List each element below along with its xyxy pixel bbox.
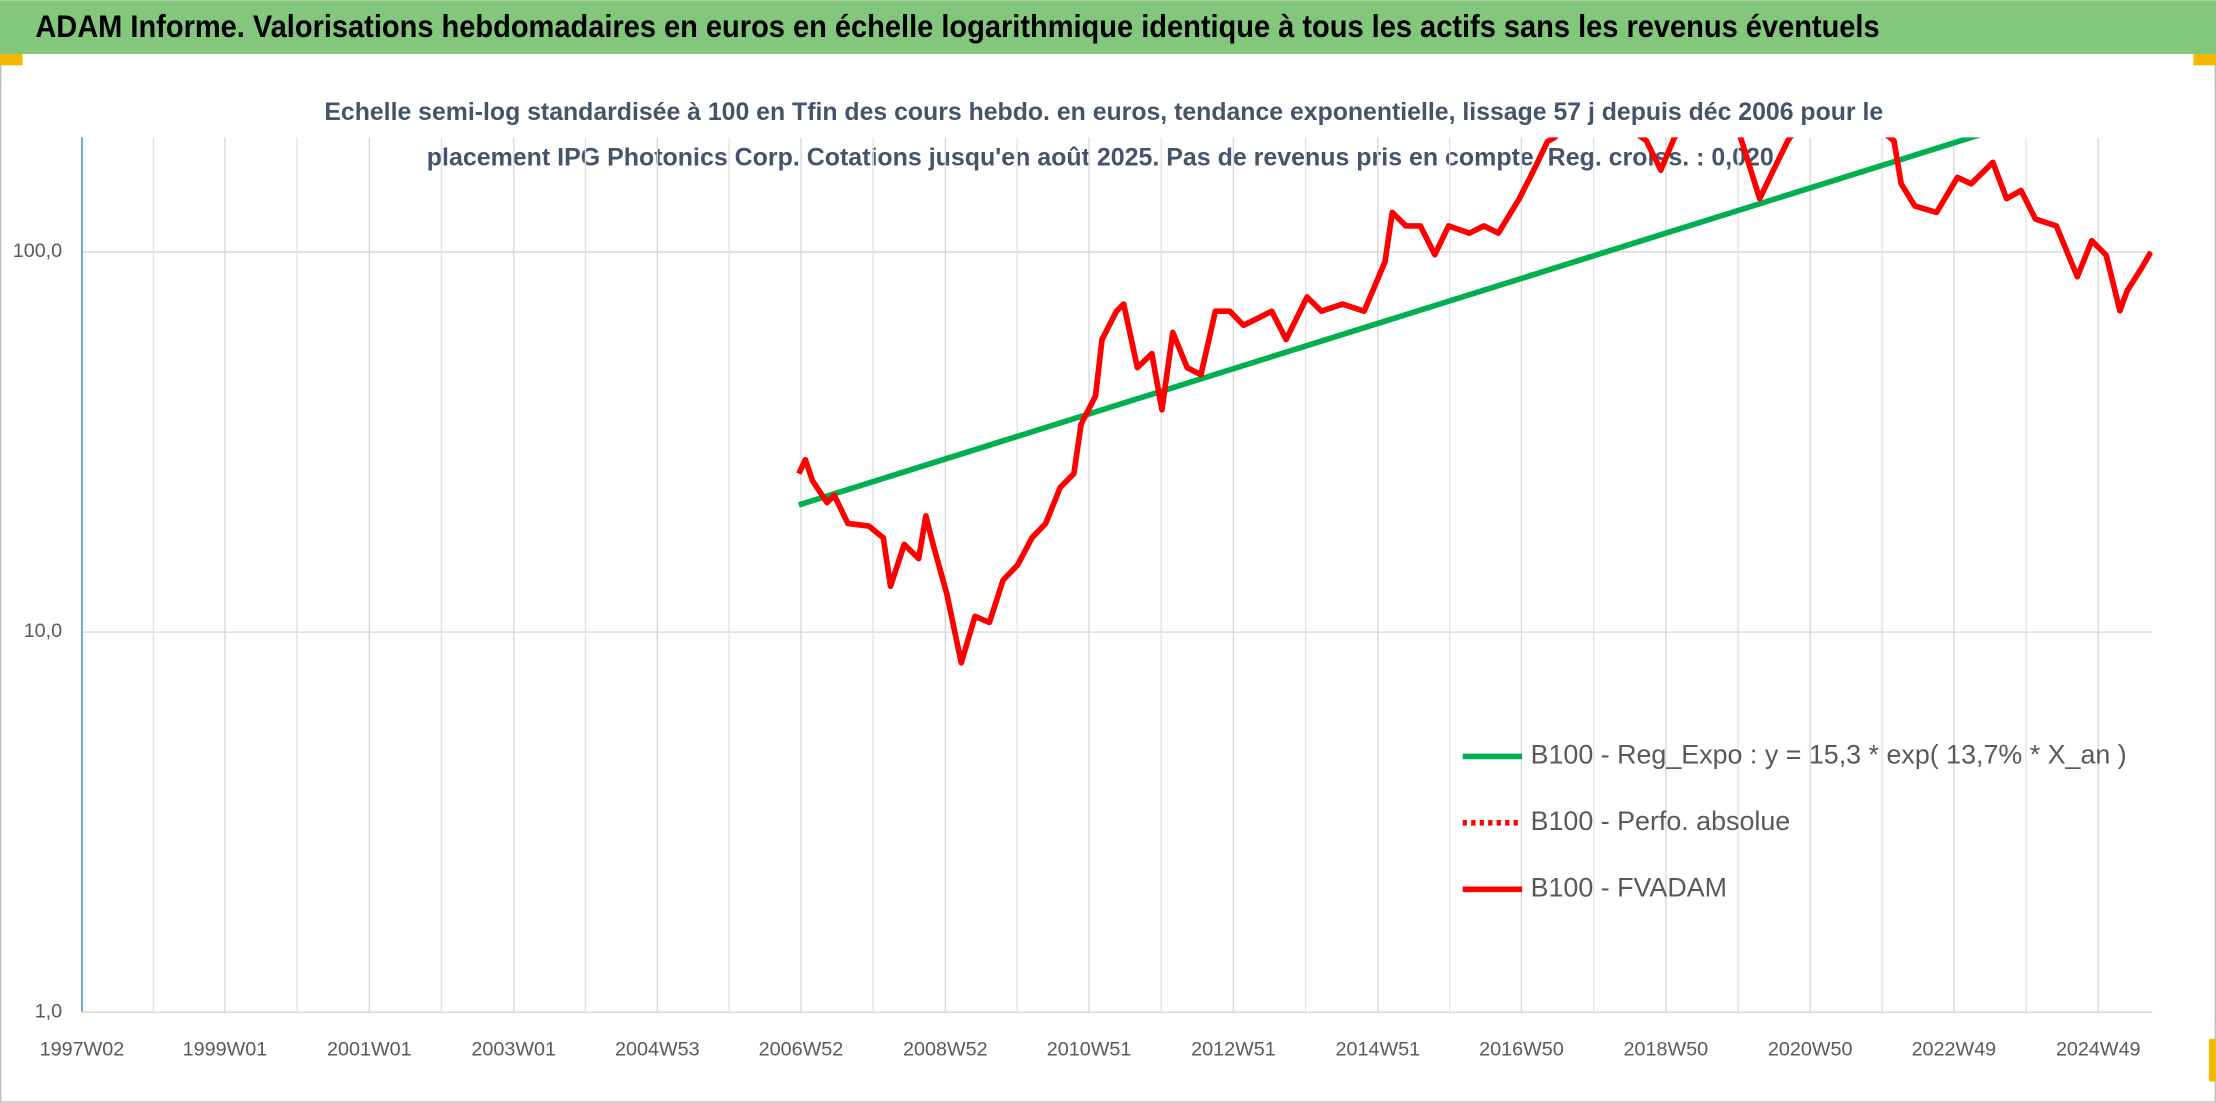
x-tick-label: 1999W01	[183, 1039, 268, 1061]
corner-mark	[0, 54, 23, 66]
x-tick-label: 2003W01	[471, 1039, 556, 1061]
x-tick-label: 2001W01	[327, 1039, 412, 1061]
x-tick-label: 2020W50	[1768, 1039, 1853, 1061]
x-tick-label: 2004W53	[615, 1039, 700, 1061]
x-tick-label: 2014W51	[1335, 1039, 1420, 1061]
x-tick-label: 2012W51	[1191, 1039, 1276, 1061]
x-tick-label: 2006W52	[759, 1039, 844, 1061]
legend-label: B100 - Perfo. absolue	[1531, 806, 1791, 836]
x-tick-label: 2022W49	[1912, 1039, 1997, 1061]
corner-mark	[2193, 54, 2216, 66]
x-tick-label: 1997W02	[40, 1039, 125, 1061]
chart-subtitle: placement IPG Photonics Corp. Cotations …	[427, 143, 1781, 171]
line-series	[796, 137, 2153, 666]
chart-title: ADAM Informe. Valorisations hebdomadaire…	[35, 9, 1879, 44]
x-tick-label: 2018W50	[1624, 1039, 1709, 1061]
chart-subtitle: Echelle semi-log standardisée à 100 en T…	[324, 98, 1883, 126]
y-tick-label: 100,0	[13, 240, 62, 262]
line-series	[797, 137, 1981, 508]
plot-area	[796, 137, 2153, 666]
x-tick-label: 2016W50	[1479, 1039, 1564, 1061]
grid	[81, 137, 2153, 1013]
y-tick-label: 1,0	[35, 1000, 62, 1022]
legend-label: B100 - FVADAM	[1531, 872, 1727, 902]
header-bar	[0, 0, 2216, 55]
x-tick-label: 2024W49	[2056, 1039, 2141, 1061]
x-tick-label: 2008W52	[903, 1039, 988, 1061]
legend-label: B100 - Reg_Expo : y = 15,3 * exp( 13,7% …	[1531, 740, 2127, 770]
x-tick-label: 2010W51	[1047, 1039, 1132, 1061]
legend: B100 - Reg_Expo : y = 15,3 * exp( 13,7% …	[1462, 740, 2127, 902]
corner-mark	[2208, 1039, 2216, 1082]
y-tick-label: 10,0	[24, 620, 62, 642]
